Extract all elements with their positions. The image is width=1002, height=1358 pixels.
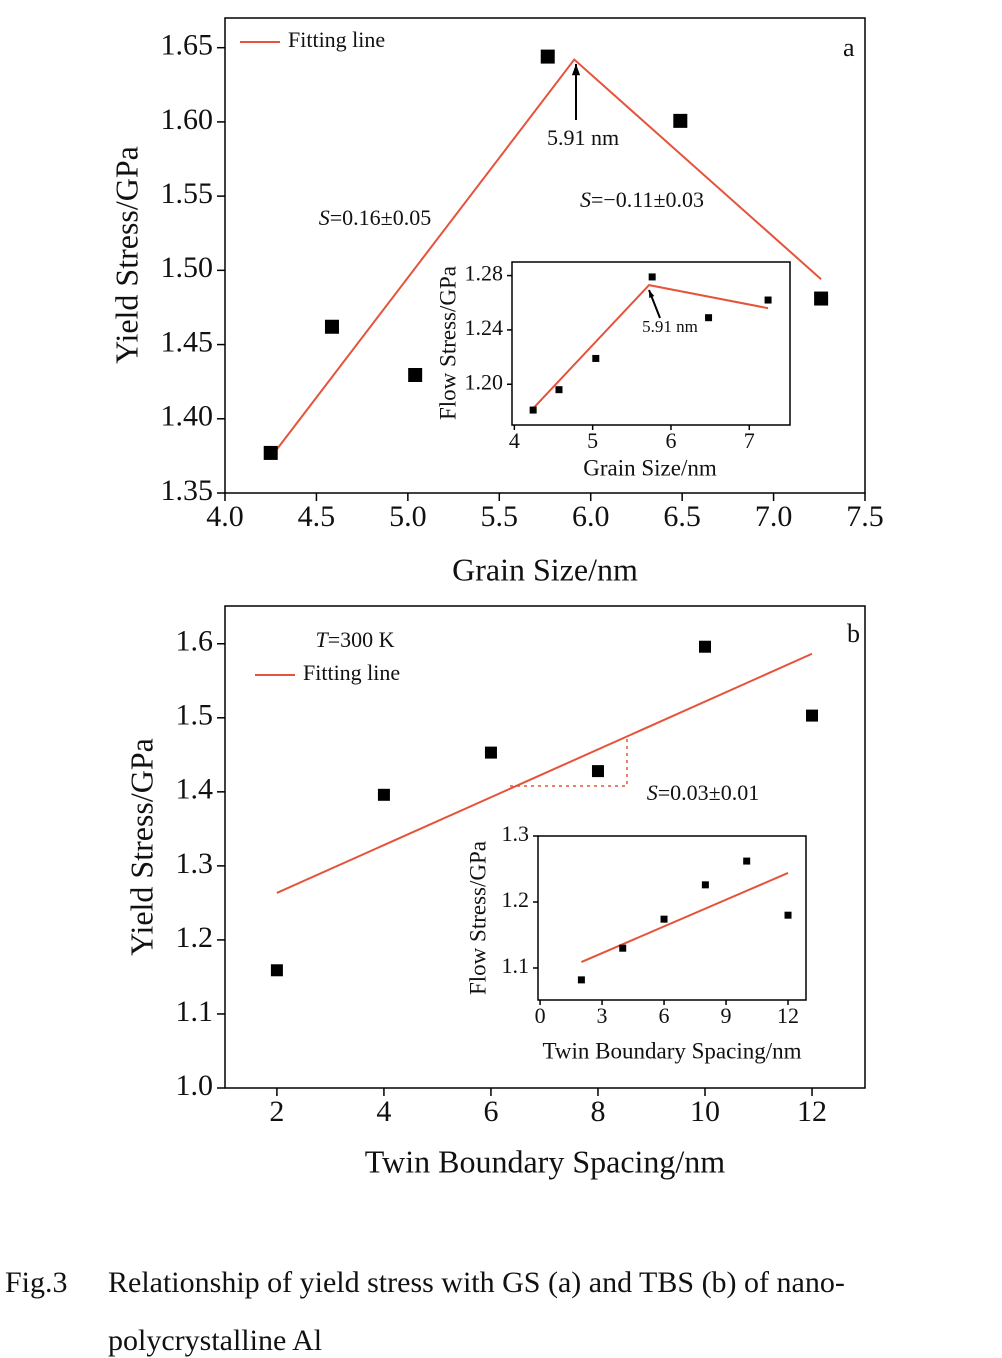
annotation: S=0.16±0.05 [319, 205, 431, 230]
fit-line [580, 872, 789, 963]
y-tick-label: 1.40 [161, 400, 214, 433]
annotation: S=0.03±0.01 [647, 780, 759, 805]
legend-label: Fitting line [303, 660, 400, 685]
y-tick-label: 1.2 [176, 921, 214, 954]
caption-line: Relationship of yield stress with GS (a)… [108, 1266, 845, 1299]
data-point [814, 291, 829, 306]
annotation: 5.91 nm [642, 317, 698, 336]
fit-line [269, 58, 822, 458]
x-tick-label: 7 [744, 428, 755, 453]
data-point [484, 746, 497, 759]
x-axis-label: Grain Size/nm [583, 455, 717, 480]
y-axis-label: Flow Stress/GPa [435, 266, 460, 420]
data-point [705, 314, 713, 322]
arrow-head [571, 64, 581, 76]
x-tick-label: 5.5 [481, 500, 519, 533]
x-tick-label: 12 [797, 1095, 827, 1128]
x-tick-label: 6.0 [572, 500, 610, 533]
fit-line [530, 284, 769, 411]
y-tick-label: 1.50 [161, 251, 214, 284]
data-point [408, 367, 423, 382]
x-tick-label: 5.0 [389, 500, 427, 533]
y-tick-label: 1.45 [161, 325, 214, 358]
y-tick-label: 1.20 [465, 369, 504, 394]
y-tick-label: 1.3 [502, 821, 530, 846]
x-tick-label: 2 [269, 1095, 284, 1128]
data-point [577, 976, 585, 984]
x-tick-label: 6 [483, 1095, 498, 1128]
x-tick-label: 6.5 [663, 500, 701, 533]
y-tick-label: 1.4 [176, 773, 214, 806]
x-tick-label: 9 [721, 1003, 732, 1028]
y-axis-label: Yield Stress/GPa [108, 146, 144, 364]
y-axis-label: Flow Stress/GPa [465, 841, 490, 995]
data-point [591, 765, 604, 778]
x-tick-label: 3 [597, 1003, 608, 1028]
data-point [806, 709, 819, 722]
annotation: a [843, 33, 855, 62]
data-point [619, 944, 627, 952]
x-tick-label: 5 [587, 428, 598, 453]
annotation: T=300 K [315, 627, 394, 652]
x-tick-label: 0 [535, 1003, 546, 1028]
y-axis-label: Yield Stress/GPa [123, 738, 159, 956]
y-tick-label: 1.55 [161, 177, 214, 210]
y-tick-label: 1.1 [176, 995, 214, 1028]
plot-frame [537, 835, 807, 1001]
y-tick-label: 1.0 [176, 1069, 214, 1102]
y-tick-label: 1.6 [176, 625, 214, 658]
x-tick-label: 6 [659, 1003, 670, 1028]
x-tick-label: 7.5 [846, 500, 884, 533]
data-point [701, 881, 709, 889]
y-tick-label: 1.24 [465, 315, 504, 340]
x-tick-label: 10 [690, 1095, 720, 1128]
data-point [660, 915, 668, 923]
y-tick-label: 1.5 [176, 699, 214, 732]
y-tick-label: 1.3 [176, 847, 214, 880]
data-point [377, 788, 390, 801]
x-axis-label: Twin Boundary Spacing/nm [365, 1143, 726, 1179]
x-axis-label: Grain Size/nm [452, 551, 638, 587]
x-tick-label: 12 [777, 1003, 799, 1028]
data-point [784, 911, 792, 919]
legend-label: Fitting line [288, 27, 385, 52]
fit-line [276, 652, 813, 894]
x-tick-label: 6 [665, 428, 676, 453]
caption-label: Fig.3 [5, 1266, 68, 1299]
data-point [263, 445, 278, 460]
data-point [592, 354, 600, 362]
y-tick-label: 1.65 [161, 29, 214, 62]
data-point [648, 273, 656, 281]
plot-frame [511, 261, 791, 426]
caption-line: polycrystalline Al [108, 1324, 322, 1357]
data-point [673, 113, 688, 128]
y-tick-label: 1.60 [161, 103, 214, 136]
data-point [529, 406, 537, 414]
data-point [555, 386, 563, 394]
data-point [270, 964, 283, 977]
annotation: S=−0.11±0.03 [580, 187, 704, 212]
data-point [699, 640, 711, 653]
x-tick-label: 7.0 [755, 500, 793, 533]
data-point [324, 319, 339, 334]
y-tick-label: 1.1 [502, 953, 530, 978]
x-axis-label: Twin Boundary Spacing/nm [542, 1038, 801, 1063]
y-tick-label: 1.28 [465, 261, 504, 286]
annotation: b [847, 619, 860, 648]
data-point [540, 49, 555, 64]
x-tick-label: 8 [590, 1095, 605, 1128]
y-tick-label: 1.35 [161, 474, 214, 507]
y-tick-label: 1.2 [502, 887, 530, 912]
arrow-head [649, 290, 655, 298]
x-tick-label: 4.0 [206, 500, 244, 533]
x-tick-label: 4.5 [298, 500, 336, 533]
data-point [743, 857, 751, 865]
x-tick-label: 4 [509, 428, 520, 453]
data-point [764, 296, 772, 304]
annotation: 5.91 nm [547, 125, 619, 150]
x-tick-label: 4 [376, 1095, 391, 1128]
